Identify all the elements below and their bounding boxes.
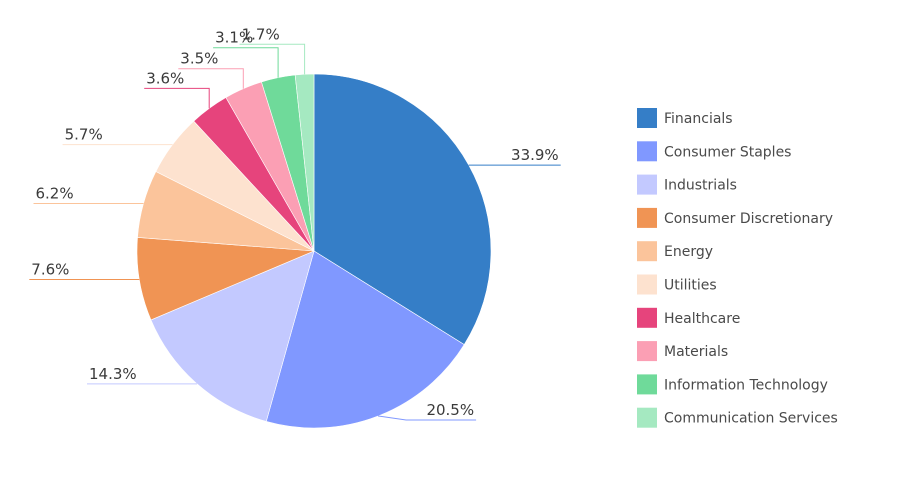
legend-swatch-energy (637, 241, 657, 262)
data-label-healthcare: 3.6% (146, 69, 184, 87)
legend-label-healthcare: Healthcare (664, 311, 740, 327)
legend-item-financials: Financials (637, 108, 733, 128)
legend-label-consumer-staples: Consumer Staples (664, 144, 791, 160)
legend-label-consumer-discretionary: Consumer Discretionary (664, 211, 833, 227)
legend-label-industrials: Industrials (664, 178, 737, 194)
legend-label-utilities: Utilities (664, 278, 717, 294)
data-label-financials: 33.9% (511, 146, 559, 164)
pie-slice-consumer-staples (265, 250, 465, 429)
data-label-energy: 6.2% (36, 185, 74, 203)
legend-label-materials: Materials (664, 344, 728, 360)
legend: Financials Consumer Staples Industrials Con… (637, 108, 838, 428)
legend-swatch-communication-services (637, 407, 657, 428)
legend-swatch-consumer-staples (637, 141, 657, 162)
data-label-communication-services: 1.7% (242, 25, 280, 43)
data-label-industrials: 14.3% (89, 365, 137, 383)
data-label-information-technology: 3.1% (215, 29, 253, 47)
legend-item-communication-services: Communication Services (637, 407, 838, 428)
legend-swatch-information-technology (637, 374, 657, 395)
legend-label-financials: Financials (664, 111, 733, 127)
data-label-materials: 3.5% (180, 50, 218, 68)
legend-item-information-technology: Information Technology (637, 374, 828, 395)
legend-swatch-financials (637, 108, 657, 128)
legend-item-consumer-staples: Consumer Staples (637, 141, 791, 162)
data-labels-layer: 33.9% 20.5% 14.3% 7.6% 6.2% 5.7% 3.6%3.5% 3.1%1… (31, 25, 558, 419)
legend-swatch-materials (637, 341, 657, 362)
legend-swatch-utilities (637, 274, 657, 295)
leader-lines-layer (29, 43, 561, 421)
leader-line-consumer-staples (378, 415, 477, 421)
legend-item-healthcare: Healthcare (637, 307, 740, 328)
legend-swatch-healthcare (637, 307, 657, 328)
leader-line-communication-services (239, 43, 306, 75)
legend-item-consumer-discretionary: Consumer Discretionary (637, 207, 833, 228)
legend-item-materials: Materials (637, 341, 728, 362)
legend-label-information-technology: Information Technology (664, 377, 828, 393)
pie-slice-industrials (150, 250, 315, 422)
slices-layer (136, 73, 492, 429)
legend-item-industrials: Industrials (637, 174, 737, 195)
legend-label-energy: Energy (664, 244, 713, 260)
legend-swatch-industrials (637, 174, 657, 195)
leader-line-information-technology (213, 47, 279, 78)
data-label-consumer-staples: 20.5% (426, 401, 474, 419)
legend-item-energy: Energy (637, 241, 713, 262)
leader-line-materials (178, 68, 244, 89)
leader-line-healthcare (144, 87, 210, 109)
legend-item-utilities: Utilities (637, 274, 717, 295)
legend-label-communication-services: Communication Services (664, 411, 838, 427)
data-label-utilities: 5.7% (65, 126, 103, 144)
data-label-consumer-discretionary: 7.6% (31, 261, 69, 279)
legend-swatch-consumer-discretionary (637, 207, 657, 228)
